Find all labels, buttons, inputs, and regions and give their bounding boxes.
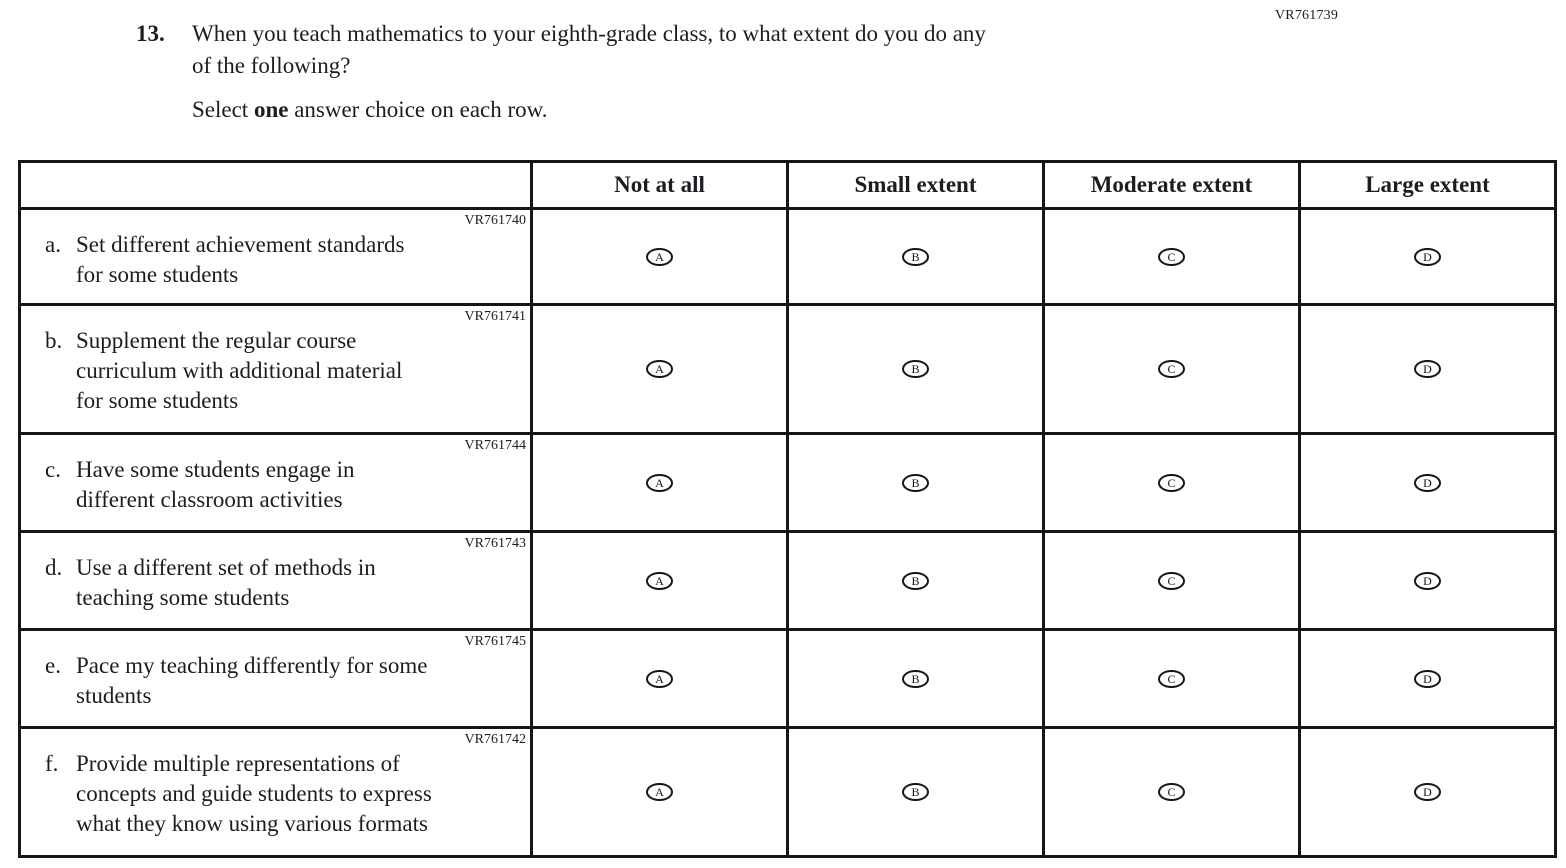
item-text: Provide multiple representations of conc… xyxy=(76,751,432,836)
question-instruction: Select one answer choice on each row. xyxy=(192,97,548,122)
table-row-a: VR761740 a. Set different achievement st… xyxy=(18,207,1557,306)
item-code: VR761740 xyxy=(464,213,526,228)
answer-bubble-small-extent[interactable]: B xyxy=(902,473,929,492)
answer-bubble-not-at-all[interactable]: A xyxy=(646,247,673,266)
answer-bubble-small-extent[interactable]: B xyxy=(902,571,929,590)
item-letter: c. xyxy=(45,457,61,482)
answers-table: Not at all Small extent Moderate extent … xyxy=(18,160,1557,858)
item-code: VR761741 xyxy=(464,309,526,324)
question-number: 13. xyxy=(136,21,165,46)
answer-bubble-moderate-extent[interactable]: C xyxy=(1158,473,1185,492)
answer-bubble-large-extent[interactable]: D xyxy=(1414,360,1441,378)
item-text: Use a different set of methods in teachi… xyxy=(76,555,376,610)
answer-bubble-not-at-all[interactable]: A xyxy=(646,473,673,492)
item-text: Pace my teaching differently for some st… xyxy=(76,653,428,708)
item-text: Supplement the regular course curriculum… xyxy=(76,328,403,413)
table-row-c: VR761744 c. Have some students engage in… xyxy=(18,432,1557,533)
column-header-large-extent: Large extent xyxy=(1298,160,1557,210)
answer-bubble-large-extent[interactable]: D xyxy=(1414,669,1441,688)
answer-bubble-moderate-extent[interactable]: C xyxy=(1158,783,1185,801)
answer-bubble-moderate-extent[interactable]: C xyxy=(1158,571,1185,590)
table-row-e: VR761745 e. Pace my teaching differently… xyxy=(18,628,1557,729)
table-row-b: VR761741 b. Supplement the regular cours… xyxy=(18,303,1557,435)
column-header-small-extent: Small extent xyxy=(786,160,1045,210)
answer-bubble-large-extent[interactable]: D xyxy=(1414,473,1441,492)
question-block: 13. When you teach mathematics to your e… xyxy=(136,18,986,126)
table-row-d: VR761743 d. Use a different set of metho… xyxy=(18,530,1557,631)
item-letter: d. xyxy=(45,555,63,580)
question-line: of the following? xyxy=(192,53,351,78)
answer-bubble-moderate-extent[interactable]: C xyxy=(1158,360,1185,378)
item-letter: a. xyxy=(45,232,61,257)
answer-bubble-small-extent[interactable]: B xyxy=(902,783,929,801)
answer-bubble-moderate-extent[interactable]: C xyxy=(1158,669,1185,688)
item-code: VR761744 xyxy=(464,438,526,453)
item-letter: f. xyxy=(45,751,59,776)
table-row-f: VR761742 f. Provide multiple representat… xyxy=(18,726,1557,858)
answer-bubble-moderate-extent[interactable]: C xyxy=(1158,247,1185,266)
answer-bubble-large-extent[interactable]: D xyxy=(1414,571,1441,590)
answer-bubble-small-extent[interactable]: B xyxy=(902,247,929,266)
item-text: Set different achievement standards for … xyxy=(76,232,405,287)
item-letter: b. xyxy=(45,328,63,353)
column-header-not-at-all: Not at all xyxy=(530,160,789,210)
item-letter: e. xyxy=(45,653,61,678)
header-row: Not at all Small extent Moderate extent … xyxy=(18,160,1557,210)
item-text: Have some students engage in different c… xyxy=(76,457,355,512)
question-text: When you teach mathematics to your eight… xyxy=(192,18,986,126)
row-label-column-header xyxy=(18,160,533,210)
answer-bubble-large-extent[interactable]: D xyxy=(1414,247,1441,266)
answer-bubble-not-at-all[interactable]: A xyxy=(646,783,673,801)
answer-bubble-not-at-all[interactable]: A xyxy=(646,571,673,590)
answer-bubble-not-at-all[interactable]: A xyxy=(646,360,673,378)
column-header-moderate-extent: Moderate extent xyxy=(1042,160,1301,210)
item-code: VR761742 xyxy=(464,732,526,747)
answer-bubble-not-at-all[interactable]: A xyxy=(646,669,673,688)
answer-bubble-small-extent[interactable]: B xyxy=(902,360,929,378)
answer-bubble-small-extent[interactable]: B xyxy=(902,669,929,688)
answer-bubble-large-extent[interactable]: D xyxy=(1414,783,1441,801)
item-code: VR761745 xyxy=(464,634,526,649)
page-code: VR761739 xyxy=(1275,8,1339,23)
question-line: When you teach mathematics to your eight… xyxy=(192,21,986,46)
item-code: VR761743 xyxy=(464,536,526,551)
